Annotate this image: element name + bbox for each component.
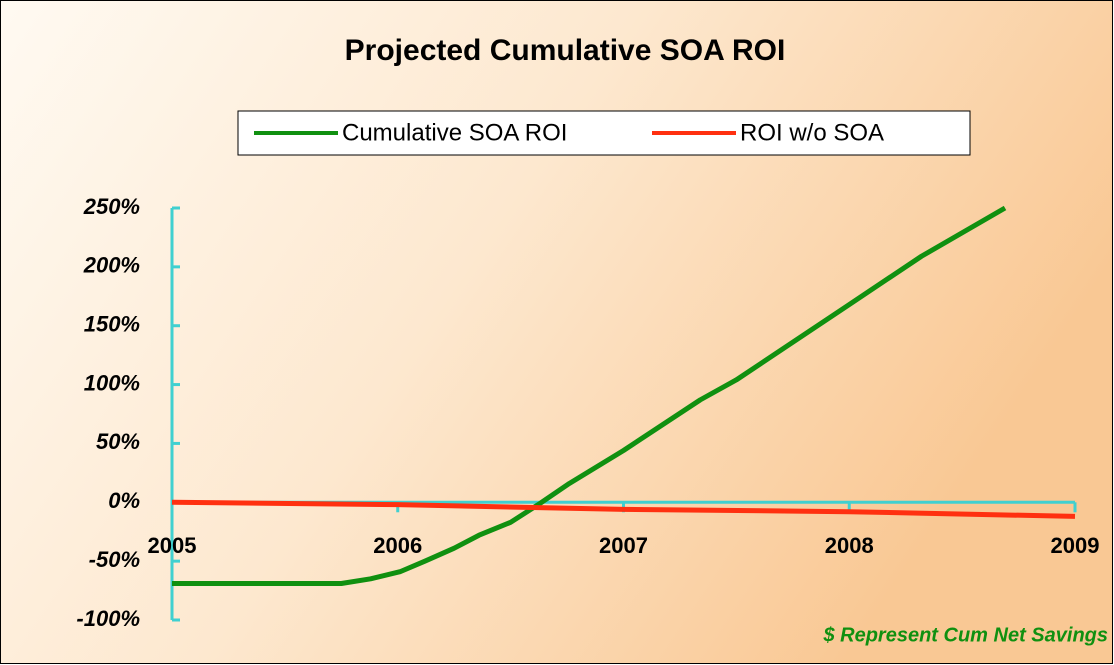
chart-title: Projected Cumulative SOA ROI [345, 34, 786, 67]
y-tick-label: 0% [108, 488, 140, 513]
x-tick-label: 2008 [825, 533, 874, 558]
x-tick-label: 2005 [148, 533, 197, 558]
x-tick-label: 2009 [1051, 533, 1100, 558]
y-tick-label: 100% [84, 370, 140, 395]
legend-label: Cumulative SOA ROI [342, 119, 567, 146]
series-line [171, 499, 1076, 519]
annotation: $ Represent Cum Net Savings [822, 624, 1108, 646]
y-tick-label: 50% [96, 429, 140, 454]
y-tick-label: 250% [83, 194, 140, 219]
y-tick-label: 150% [84, 312, 140, 337]
y-tick-label: -100% [76, 606, 140, 631]
y-tick-label: -50% [89, 547, 140, 572]
legend-label: ROI w/o SOA [740, 119, 884, 146]
series-line [172, 205, 1007, 587]
y-tick-label: 200% [83, 253, 140, 278]
legend [237, 110, 971, 156]
x-tick-label: 2007 [599, 533, 648, 558]
x-tick-label: 2006 [373, 533, 422, 558]
